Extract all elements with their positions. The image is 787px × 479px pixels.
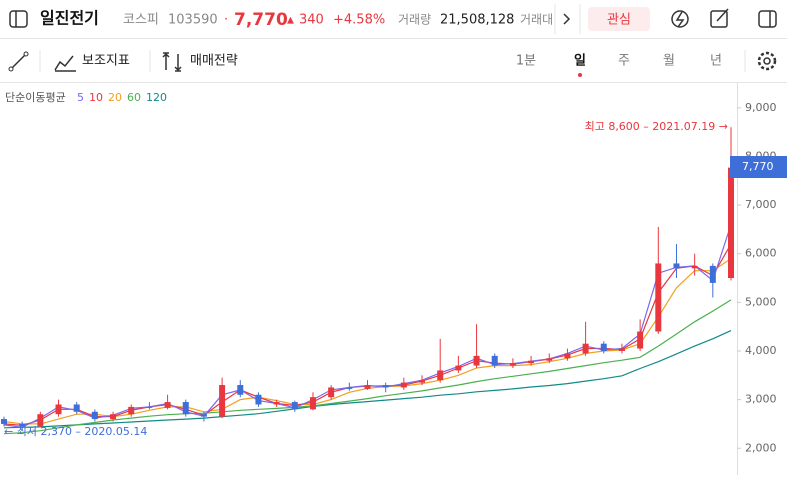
icon-part (23, 51, 29, 57)
candle-body (73, 404, 80, 412)
low-annotation: ← 최저 2,370 – 2020.05.14 (4, 425, 147, 438)
settings-icon[interactable] (757, 51, 777, 71)
candle-body (309, 397, 316, 410)
y-tick-label: 3,000 (745, 393, 777, 406)
code: 103590 (168, 13, 218, 28)
flash-icon[interactable] (671, 10, 689, 28)
market: 코스피 (123, 13, 159, 28)
candle-body (673, 263, 680, 269)
strategy-button[interactable]: 매매전략 (190, 54, 238, 69)
candle-body (146, 406, 153, 408)
stock-name: 일진전기 (40, 9, 99, 28)
ma-line (3, 299, 732, 435)
candle-body (728, 167, 734, 279)
candle-body (637, 331, 644, 349)
change-pct: +4.58% (333, 13, 385, 28)
candle-body (618, 348, 625, 351)
candle-body (219, 385, 226, 417)
draw-icon[interactable] (10, 53, 27, 70)
dot: · (224, 13, 228, 28)
y-tick-label: 4,000 (745, 344, 777, 357)
candle-body (273, 402, 280, 405)
candle-body (255, 394, 262, 405)
ma-line (3, 224, 732, 428)
price: 7,770 (234, 10, 288, 30)
icon-part (675, 11, 685, 28)
candle-body (91, 411, 98, 420)
candle-body (491, 355, 498, 366)
period-button[interactable]: 월 (663, 54, 675, 69)
candle-body (455, 365, 462, 371)
candle-body (364, 385, 371, 389)
ma-label: 단순이동평균 (5, 91, 66, 104)
icon-part (716, 8, 729, 22)
change-arrow: ▲ (287, 16, 294, 26)
legend-entry: 10 (89, 91, 103, 104)
high-annotation: 최고 8,600 – 2021.07.19 → (585, 120, 728, 133)
candle-body (691, 265, 698, 269)
icon-part (8, 66, 14, 72)
watch-button[interactable] (588, 7, 650, 31)
period-button[interactable]: 1분 (516, 54, 536, 69)
y-tick-label: 9,000 (745, 101, 777, 114)
candle-body (564, 353, 571, 359)
indicator-icon[interactable] (54, 55, 76, 72)
ma-line (3, 330, 732, 429)
candle-body (128, 406, 135, 415)
last-price-tag (730, 156, 787, 178)
y-tick-label: 7,000 (745, 198, 777, 211)
volume: 21,508,128 (440, 13, 514, 28)
candle-body (328, 387, 335, 398)
y-tick-label: 6,000 (745, 247, 777, 260)
change: 340 (299, 13, 324, 28)
legend-entry: 5 (77, 91, 84, 104)
candle-body (346, 387, 353, 389)
candle-body (19, 423, 26, 427)
candle-body (546, 358, 553, 361)
period-button[interactable]: 년 (710, 54, 722, 69)
more-chevron[interactable] (563, 13, 571, 25)
edit-icon[interactable] (710, 10, 728, 28)
candle-body (110, 414, 117, 420)
candle-body (400, 382, 407, 388)
candle-body (437, 370, 444, 381)
candle-body (200, 414, 207, 417)
active-dot (578, 73, 582, 77)
last-price-label: 7,770 (742, 160, 774, 173)
candle-body (237, 385, 244, 395)
candle-body (1, 419, 7, 424)
period-button[interactable]: 주 (618, 54, 630, 69)
candle-body (582, 343, 589, 354)
candle-body (382, 385, 389, 388)
legend-entry: 20 (108, 91, 122, 104)
y-tick-label: 5,000 (745, 295, 777, 308)
candle-body (291, 402, 298, 410)
candle-body (528, 360, 535, 364)
candle-body (164, 402, 171, 408)
candle-body (509, 363, 516, 366)
candle-body (37, 414, 44, 427)
candle-body (419, 380, 426, 383)
candle-body (655, 263, 662, 332)
watch-label: 관심 (607, 13, 631, 28)
period-button[interactable]: 일 (574, 54, 586, 69)
candle-body (182, 402, 189, 415)
strategy-icon[interactable] (162, 52, 182, 72)
candle-body (473, 355, 480, 366)
legend-entry: 60 (127, 91, 141, 104)
sidebar-icon[interactable] (9, 10, 28, 28)
amount-label: 거래대 (520, 13, 553, 27)
panel-icon[interactable] (758, 10, 777, 28)
icon-part (763, 57, 771, 65)
candle-body (709, 265, 716, 283)
volume-label: 거래량 (398, 13, 431, 27)
candle-body (600, 343, 607, 351)
y-tick-label: 2,000 (745, 441, 777, 454)
legend-entry: 120 (146, 91, 167, 104)
candle-body (55, 404, 62, 415)
indicators-button[interactable]: 보조지표 (82, 54, 130, 69)
